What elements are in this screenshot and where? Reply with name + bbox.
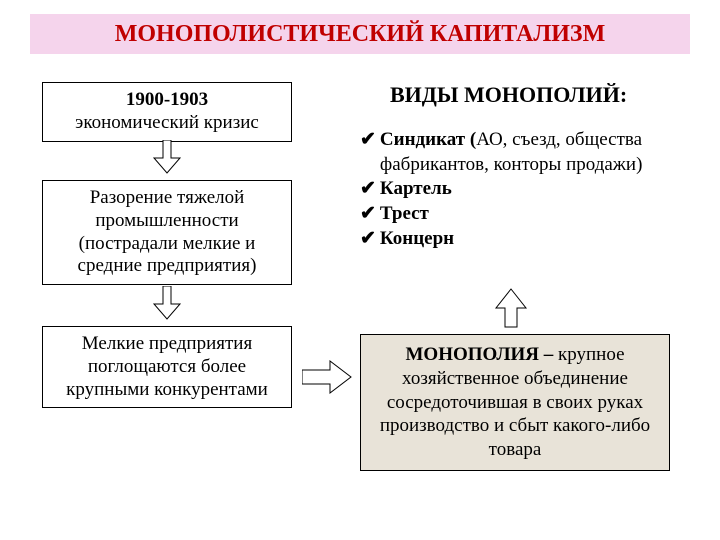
monopoly-bold: МОНОПОЛИЯ –	[405, 344, 558, 365]
box-crisis: 1900-1903 экономический кризис	[42, 82, 292, 142]
list-item: ✔ Трест	[360, 202, 690, 227]
check-icon: ✔	[360, 177, 376, 202]
bullet-concern: Концерн	[380, 227, 454, 252]
arrow-down-1	[152, 140, 182, 174]
box-ruin: Разорение тяжелой промышленности (постра…	[42, 180, 292, 285]
types-heading: ВИДЫ МОНОПОЛИЙ:	[390, 82, 627, 108]
arrow-up	[494, 288, 528, 328]
box-monopoly: МОНОПОЛИЯ – крупное хозяйственное объеди…	[360, 334, 670, 471]
bullet-cartel: Картель	[380, 177, 452, 202]
list-item: ✔ Концерн	[360, 227, 690, 252]
arrow-down-2	[152, 286, 182, 320]
bullet-trust: Трест	[380, 202, 429, 227]
box-absorb: Мелкие предприятия поглощаются более кру…	[42, 326, 292, 408]
box-crisis-year: 1900-1903	[51, 89, 283, 112]
bullet-syndicate-bold: Синдикат (	[380, 129, 476, 150]
check-icon: ✔	[360, 227, 376, 252]
check-icon: ✔	[360, 128, 376, 153]
list-item: ✔ Синдикат (АО, съезд, общества фабрикан…	[360, 128, 690, 177]
check-icon: ✔	[360, 202, 376, 227]
arrow-right	[302, 360, 352, 394]
list-item: ✔ Картель	[360, 177, 690, 202]
types-list: ✔ Синдикат (АО, съезд, общества фабрикан…	[360, 128, 690, 251]
box-crisis-text: экономический кризис	[51, 112, 283, 135]
page-title: МОНОПОЛИСТИЧЕСКИЙ КАПИТАЛИЗМ	[30, 14, 690, 54]
